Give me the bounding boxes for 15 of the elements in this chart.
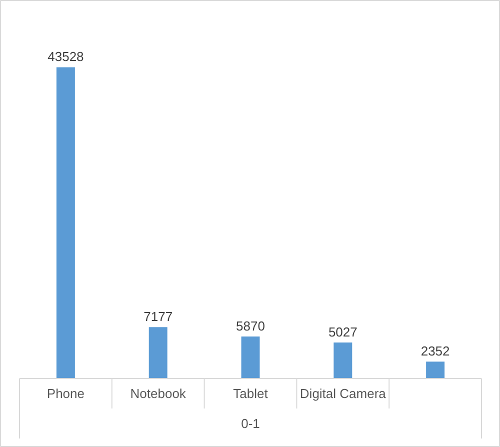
bar xyxy=(56,67,75,378)
x-axis-title: 0-1 xyxy=(241,416,260,431)
bar xyxy=(241,336,260,378)
x-tick-label: Digital Camera xyxy=(300,386,387,401)
data-label: 5027 xyxy=(328,324,358,340)
x-tick-label: Phone xyxy=(46,386,84,401)
data-label: 7177 xyxy=(144,309,173,324)
data-label: 43528 xyxy=(48,49,84,64)
data-label: 5870 xyxy=(236,318,265,334)
bar xyxy=(148,327,168,378)
data-label: 2352 xyxy=(420,344,450,359)
bar xyxy=(426,362,445,378)
x-tick-label: Tablet xyxy=(233,386,268,401)
bar xyxy=(334,342,352,378)
x-tick-label: Notebook xyxy=(130,386,186,401)
